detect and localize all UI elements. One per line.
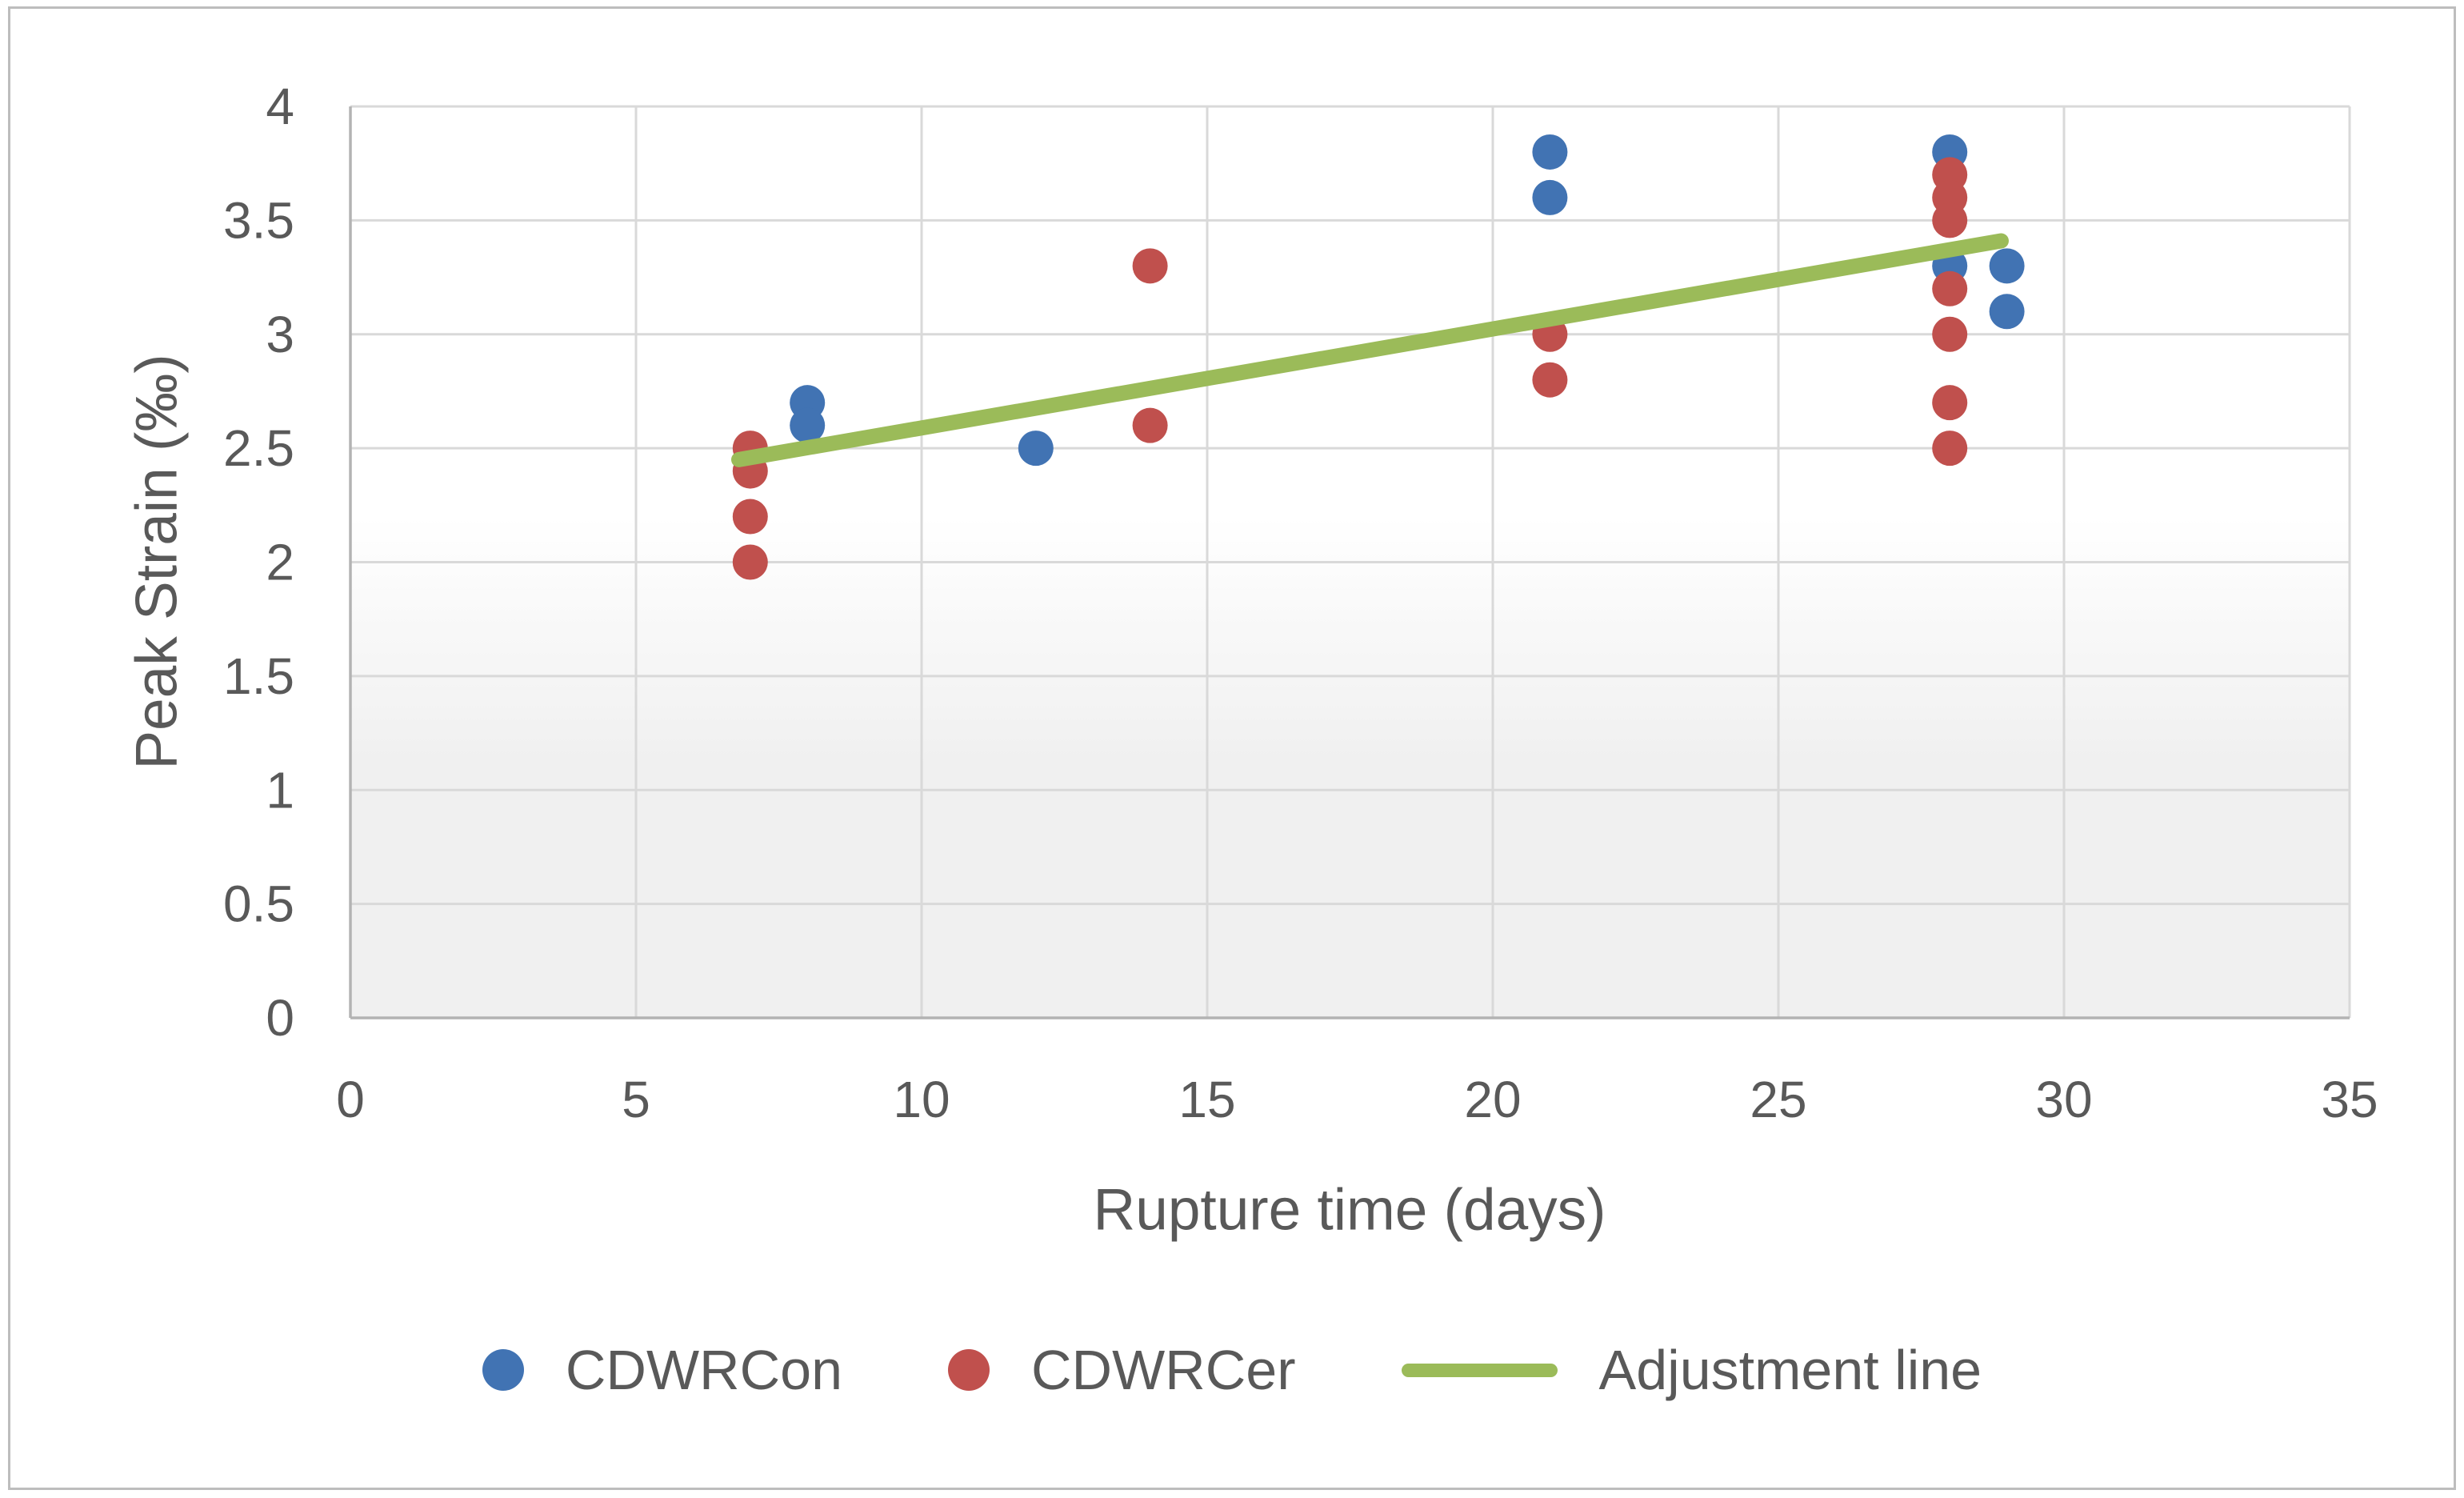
legend-item-cdwrcer: CDWRCer bbox=[948, 1338, 1296, 1402]
data-point-cdwrcer bbox=[1132, 248, 1168, 284]
legend-label: CDWRCon bbox=[565, 1339, 842, 1401]
adjustment-line bbox=[731, 233, 2009, 467]
data-point-cdwrcon bbox=[1532, 179, 1568, 215]
x-tick-label-10: 10 bbox=[893, 1071, 950, 1128]
data-point-cdwrcer bbox=[1932, 316, 1968, 352]
legend-label: CDWRCer bbox=[1031, 1339, 1296, 1401]
legend-marker-line-green bbox=[1401, 1363, 1558, 1377]
y-axis-title: Peak Strain (‰) bbox=[124, 354, 190, 770]
x-tick-label-25: 25 bbox=[1750, 1071, 1806, 1128]
legend-item-adjustment-line: Adjustment line bbox=[1401, 1338, 1982, 1402]
y-tick-label-2.5: 2.5 bbox=[223, 419, 294, 477]
data-point-cdwrcer bbox=[1932, 385, 1968, 421]
legend-marker-dot-red bbox=[948, 1349, 990, 1391]
x-tick-label-15: 15 bbox=[1178, 1071, 1235, 1128]
data-point-cdwrcer bbox=[1532, 362, 1568, 398]
y-tick-label-0: 0 bbox=[266, 989, 294, 1047]
x-tick-label-20: 20 bbox=[1464, 1071, 1521, 1128]
data-point-cdwrcer bbox=[1932, 270, 1968, 306]
data-point-cdwrcer bbox=[1932, 202, 1968, 238]
x-tick-label-30: 30 bbox=[2035, 1071, 2092, 1128]
y-tick-label-1: 1 bbox=[266, 761, 294, 819]
data-point-cdwrcon bbox=[790, 407, 826, 443]
legend-label: Adjustment line bbox=[1598, 1339, 1982, 1401]
x-tick-label-35: 35 bbox=[2321, 1071, 2378, 1128]
y-tick-label-2: 2 bbox=[266, 534, 294, 591]
data-point-cdwrcon bbox=[1989, 294, 2025, 330]
data-point-cdwrcer bbox=[1132, 407, 1168, 443]
y-tick-label-3: 3 bbox=[266, 306, 294, 363]
y-tick-label-3.5: 3.5 bbox=[223, 191, 294, 249]
legend-item-cdwrcon: CDWRCon bbox=[482, 1338, 842, 1402]
data-point-cdwrcon bbox=[1532, 134, 1568, 170]
data-point-cdwrcer bbox=[732, 499, 768, 535]
y-tick-label-0.5: 0.5 bbox=[223, 875, 294, 933]
x-tick-label-5: 5 bbox=[622, 1071, 650, 1128]
y-tick-label-4: 4 bbox=[266, 78, 294, 135]
data-point-cdwrcon bbox=[1989, 248, 2025, 284]
legend-marker-dot-blue bbox=[482, 1349, 524, 1391]
data-point-cdwrcer bbox=[732, 544, 768, 580]
data-point-cdwrcon bbox=[1018, 431, 1054, 467]
y-tick-label-1.5: 1.5 bbox=[223, 647, 294, 705]
x-axis-title: Rupture time (days) bbox=[1093, 1177, 1606, 1243]
legend: CDWRCon CDWRCer Adjustment line bbox=[0, 1322, 2464, 1418]
data-point-cdwrcer bbox=[1932, 431, 1968, 467]
x-tick-label-0: 0 bbox=[336, 1071, 365, 1128]
